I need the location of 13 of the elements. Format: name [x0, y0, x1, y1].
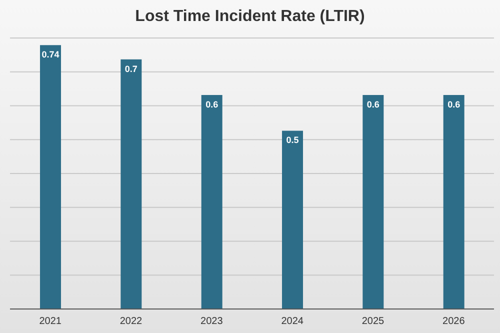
data-label: 0.6 [206, 99, 218, 110]
x-tick-label: 2024 [281, 316, 304, 328]
data-label: 0.5 [286, 135, 299, 146]
x-tick-label: 2025 [362, 316, 385, 328]
data-label: 0.74 [42, 50, 60, 60]
data-label: 0.6 [448, 99, 460, 110]
x-tick-label: 2023 [200, 316, 224, 328]
x-tick-label: 2026 [442, 316, 466, 328]
x-tick-label: 2021 [39, 316, 62, 328]
data-label: 0.7 [124, 64, 138, 74]
x-tick-label: 2022 [120, 316, 143, 328]
data-label: 0.6 [366, 99, 380, 110]
chart-title: Lost Time Incident Rate (LTIR) [134, 7, 366, 27]
